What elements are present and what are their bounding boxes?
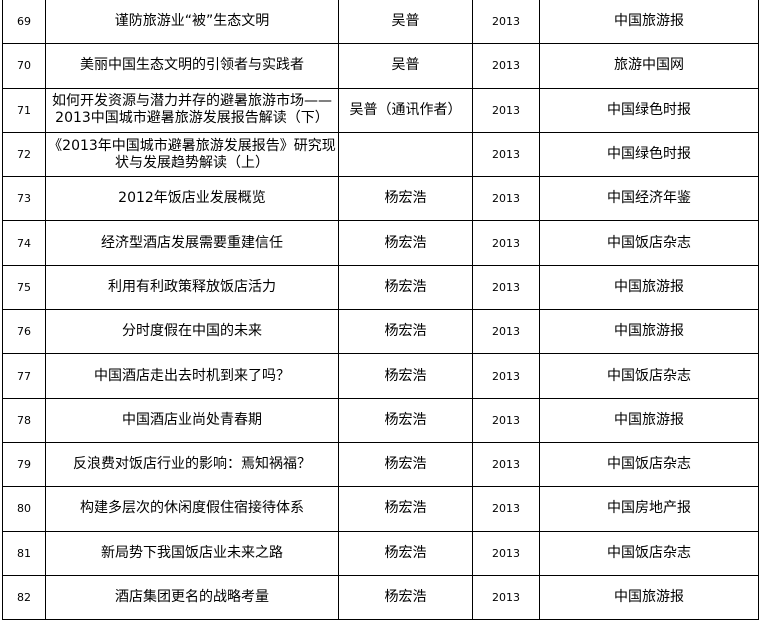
author-cell: 杨宏浩	[338, 397, 473, 443]
author-cell: 杨宏浩	[338, 176, 473, 222]
article-title-cell: 酒店集团更名的战略考量	[45, 574, 339, 621]
publication-source-cell: 中国旅游报	[539, 574, 759, 621]
author-cell: 吴普（通讯作者）	[338, 87, 473, 133]
author-cell: 杨宏浩	[338, 353, 473, 399]
author-cell: 杨宏浩	[338, 309, 473, 355]
row-number-cell: 82	[2, 574, 46, 621]
article-title-cell: 美丽中国生态文明的引领者与实践者	[45, 43, 339, 89]
table-row: 74 经济型酒店发展需要重建信任 杨宏浩 2013 中国饭店杂志	[2, 220, 759, 266]
article-title-cell: 谨防旅游业“被”生态文明	[45, 0, 339, 45]
table-row: 81 新局势下我国饭店业未来之路 杨宏浩 2013 中国饭店杂志	[2, 530, 759, 576]
table-row: 69 谨防旅游业“被”生态文明 吴普 2013 中国旅游报	[2, 0, 759, 45]
row-number-cell: 78	[2, 397, 46, 443]
author-cell: 杨宏浩	[338, 441, 473, 488]
row-number-cell: 77	[2, 353, 46, 399]
row-number-cell: 69	[2, 0, 46, 45]
article-title-cell: 2012年饭店业发展概览	[45, 176, 339, 222]
article-title-cell: 中国酒店业尚处青春期	[45, 397, 339, 443]
article-title-cell: 反浪费对饭店行业的影响：焉知祸福？	[45, 441, 339, 488]
author-cell	[338, 131, 473, 178]
author-cell: 杨宏浩	[338, 220, 473, 266]
row-number-cell: 73	[2, 176, 46, 222]
year-cell: 2013	[472, 220, 540, 266]
table-row: 70 美丽中国生态文明的引领者与实践者 吴普 2013 旅游中国网	[2, 43, 759, 89]
row-number-cell: 71	[2, 87, 46, 133]
row-number-cell: 75	[2, 264, 46, 311]
article-title-cell: 分时度假在中国的未来	[45, 309, 339, 355]
table-row: 78 中国酒店业尚处青春期 杨宏浩 2013 中国旅游报	[2, 397, 759, 443]
article-title-cell: 如何开发资源与潜力并存的避暑旅游市场——2013中国城市避暑旅游发展报告解读（下…	[45, 87, 339, 133]
publication-source-cell: 中国旅游报	[539, 264, 759, 311]
publication-source-cell: 中国饭店杂志	[539, 530, 759, 576]
article-title-cell: 经济型酒店发展需要重建信任	[45, 220, 339, 266]
year-cell: 2013	[472, 0, 540, 45]
publication-source-cell: 中国饭店杂志	[539, 353, 759, 399]
year-cell: 2013	[472, 530, 540, 576]
author-cell: 吴普	[338, 0, 473, 45]
row-number-cell: 72	[2, 131, 46, 178]
row-number-cell: 70	[2, 43, 46, 89]
row-number-cell: 80	[2, 486, 46, 532]
publication-source-cell: 旅游中国网	[539, 43, 759, 89]
author-cell: 杨宏浩	[338, 574, 473, 621]
table-row: 77 中国酒店走出去时机到来了吗？ 杨宏浩 2013 中国饭店杂志	[2, 353, 759, 399]
year-cell: 2013	[472, 397, 540, 443]
article-title-cell: 构建多层次的休闲度假住宿接待体系	[45, 486, 339, 532]
article-title-cell: 中国酒店走出去时机到来了吗？	[45, 353, 339, 399]
table-row: 72 《2013年中国城市避暑旅游发展报告》研究现状与发展趋势解读（上） 2013 中…	[2, 131, 759, 178]
year-cell: 2013	[472, 486, 540, 532]
publication-source-cell: 中国经济年鉴	[539, 176, 759, 222]
author-cell: 杨宏浩	[338, 530, 473, 576]
row-number-cell: 74	[2, 220, 46, 266]
author-cell: 吴普	[338, 43, 473, 89]
year-cell: 2013	[472, 574, 540, 621]
publication-source-cell: 中国旅游报	[539, 0, 759, 45]
year-cell: 2013	[472, 441, 540, 488]
year-cell: 2013	[472, 87, 540, 133]
article-title-cell: 利用有利政策释放饭店活力	[45, 264, 339, 311]
publication-source-cell: 中国房地产报	[539, 486, 759, 532]
year-cell: 2013	[472, 131, 540, 178]
row-number-cell: 81	[2, 530, 46, 576]
year-cell: 2013	[472, 43, 540, 89]
article-title-cell: 《2013年中国城市避暑旅游发展报告》研究现状与发展趋势解读（上）	[45, 131, 339, 178]
publication-source-cell: 中国绿色时报	[539, 131, 759, 178]
article-title-cell: 新局势下我国饭店业未来之路	[45, 530, 339, 576]
publication-source-cell: 中国饭店杂志	[539, 441, 759, 488]
table-row: 79 反浪费对饭店行业的影响：焉知祸福？ 杨宏浩 2013 中国饭店杂志	[2, 441, 759, 488]
table-row: 71 如何开发资源与潜力并存的避暑旅游市场——2013中国城市避暑旅游发展报告解读…	[2, 87, 759, 133]
table-row: 82 酒店集团更名的战略考量 杨宏浩 2013 中国旅游报	[2, 574, 759, 621]
publication-source-cell: 中国旅游报	[539, 397, 759, 443]
table-row: 76 分时度假在中国的未来 杨宏浩 2013 中国旅游报	[2, 309, 759, 355]
year-cell: 2013	[472, 309, 540, 355]
year-cell: 2013	[472, 264, 540, 311]
year-cell: 2013	[472, 353, 540, 399]
publication-source-cell: 中国绿色时报	[539, 87, 759, 133]
table-row: 80 构建多层次的休闲度假住宿接待体系 杨宏浩 2013 中国房地产报	[2, 486, 759, 532]
author-cell: 杨宏浩	[338, 486, 473, 532]
table-row: 73 2012年饭店业发展概览 杨宏浩 2013 中国经济年鉴	[2, 176, 759, 222]
table-row: 75 利用有利政策释放饭店活力 杨宏浩 2013 中国旅游报	[2, 264, 759, 311]
publication-source-cell: 中国旅游报	[539, 309, 759, 355]
author-cell: 杨宏浩	[338, 264, 473, 311]
row-number-cell: 76	[2, 309, 46, 355]
row-number-cell: 79	[2, 441, 46, 488]
year-cell: 2013	[472, 176, 540, 222]
publication-source-cell: 中国饭店杂志	[539, 220, 759, 266]
